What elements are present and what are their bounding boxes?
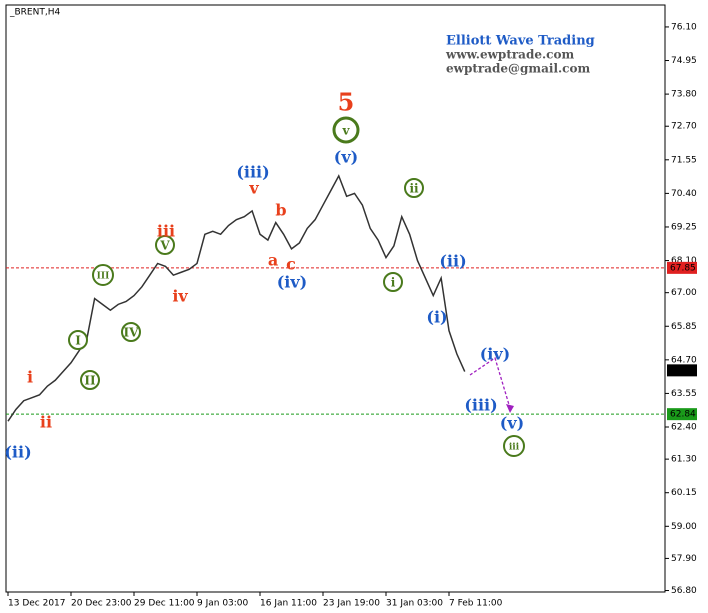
price-tag-label: 67.85 (670, 263, 696, 273)
wave-circle (121, 322, 141, 342)
y-tick-label: 62.40 (671, 423, 697, 433)
wave-label: b (275, 201, 286, 220)
y-tick-label: 59.00 (671, 522, 697, 532)
x-tick-label: 29 Dec 11:00 (134, 599, 195, 609)
y-tick-label: 63.55 (671, 389, 697, 399)
wave-label: v (342, 124, 351, 138)
wave-label: i (391, 276, 396, 290)
wave-circle (68, 330, 88, 350)
y-tick-label: 60.15 (671, 488, 697, 498)
wave-label: (iv) (277, 273, 308, 292)
y-tick-label: 57.90 (671, 554, 697, 564)
y-tick-label: 76.10 (671, 22, 697, 32)
last-price-tag (667, 364, 697, 377)
y-tick-label: 73.80 (671, 90, 697, 100)
wave-label: iii (509, 443, 520, 453)
projection (469, 356, 511, 409)
symbol: _BRENT,H4 (9, 8, 60, 18)
wave-label: (v) (334, 148, 358, 167)
watermark-title: Elliott Wave Trading (446, 34, 595, 49)
y-tick-label: 69.25 (671, 222, 697, 232)
x-tick-label: 20 Dec 23:00 (71, 599, 132, 609)
watermark-email: ewptrade@gmail.com (446, 62, 590, 76)
y-tick-label: 67.00 (671, 288, 697, 298)
wave-label: I (75, 334, 81, 348)
wave-label: ii (40, 413, 52, 432)
wave-label: (ii) (439, 252, 466, 271)
y-tick-label: 72.70 (671, 122, 697, 132)
wave-label: a (268, 251, 278, 270)
price-tag (667, 408, 697, 421)
wave-label: 5 (338, 88, 355, 117)
last-price-label: 64.34 (670, 366, 696, 376)
wave-label: (ii) (4, 443, 31, 462)
x-tick-label: 23 Jan 19:00 (323, 599, 380, 609)
wave-label: IV (124, 326, 140, 340)
wave-label: iv (172, 287, 188, 306)
wave-label: iii (157, 222, 175, 241)
wave-label: (iv) (480, 345, 511, 364)
plot-frame (5, 4, 666, 593)
wave-label: i (27, 368, 33, 387)
wave-circle (383, 272, 403, 292)
wave-label: (i) (426, 308, 447, 327)
y-tick-label: 61.30 (671, 455, 697, 465)
y-tick-label: 64.70 (671, 355, 697, 365)
wave-label: ii (409, 182, 419, 196)
y-tick-label: 74.95 (671, 56, 697, 66)
wave-label: (v) (500, 414, 524, 433)
price-tag-label: 62.84 (670, 410, 696, 420)
projection-arrow (506, 404, 514, 413)
wave-circle (155, 235, 175, 255)
wave-label: v (248, 179, 259, 198)
x-tick-label: 7 Feb 11:00 (449, 599, 503, 609)
y-tick-label: 71.55 (671, 155, 697, 165)
wave-circle (404, 178, 424, 198)
wave-circle (503, 435, 525, 457)
y-tick-label: 70.40 (671, 189, 697, 199)
wave-label: V (159, 239, 170, 253)
x-tick-label: 9 Jan 03:00 (197, 599, 249, 609)
price-line-series (7, 174, 466, 422)
wave-circle (92, 264, 114, 286)
x-tick-label: 31 Jan 03:00 (386, 599, 443, 609)
wave-label: III (97, 272, 110, 282)
wave-label: c (286, 255, 296, 274)
wave-label: (iii) (236, 163, 269, 182)
y-tick-label: 68.10 (671, 256, 697, 266)
x-tick-label: 13 Dec 2017 (8, 599, 66, 609)
y-tick-label: 56.80 (671, 586, 697, 596)
wave-circle (332, 116, 360, 144)
price-tag (667, 261, 697, 274)
wave-label: II (84, 374, 96, 388)
watermark-url: www.ewptrade.com (445, 48, 574, 62)
wave-circle (80, 370, 100, 390)
x-tick-label: 16 Jan 11:00 (260, 599, 317, 609)
wave-label: (iii) (464, 396, 497, 415)
y-tick-label: 65.85 (671, 322, 697, 332)
